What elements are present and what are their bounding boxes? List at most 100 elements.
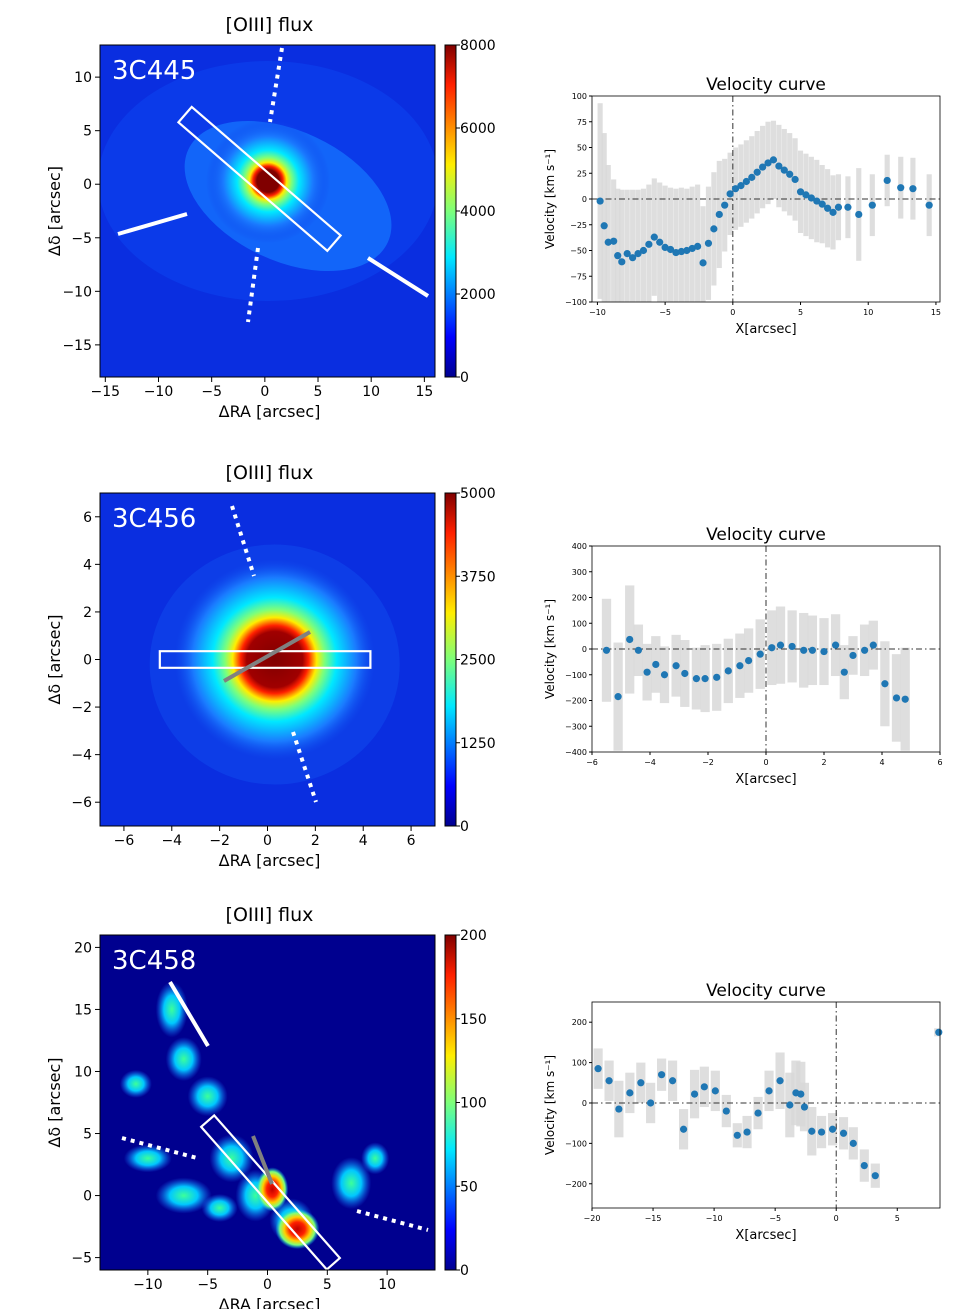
velocity-point	[736, 662, 744, 670]
velocity-frame	[591, 1001, 941, 1209]
map-title: [OIII] flux	[226, 14, 314, 36]
velocity-point	[776, 641, 785, 649]
x-tick-label: 15	[415, 384, 433, 400]
x-tick-label: −5	[769, 1214, 781, 1223]
velocity-title: Velocity curve	[706, 525, 826, 545]
velocity-y-label: Velocity [km s⁻¹]	[543, 1055, 557, 1155]
slit-outline	[199, 1113, 342, 1272]
velocity-point	[715, 210, 723, 219]
x-tick-label: 0	[763, 758, 768, 767]
map-frame	[99, 44, 436, 378]
velocity-point	[629, 254, 637, 262]
x-tick-label: −5	[197, 1277, 218, 1293]
error-band	[640, 188, 647, 302]
x-tick-label: 5	[895, 1214, 900, 1223]
velocity-point	[704, 239, 713, 247]
colorbar-tick-label: 8000	[460, 38, 496, 54]
velocity-point	[652, 660, 660, 669]
velocity-point	[679, 1125, 688, 1133]
x-tick-label: −10	[706, 1214, 723, 1223]
y-tick-label: −100	[565, 1139, 587, 1148]
x-tick-label: 0	[263, 833, 272, 849]
colorbar-tick-label: 150	[460, 1012, 487, 1028]
x-tick-label: 2	[821, 758, 826, 767]
error-band	[624, 189, 630, 302]
emission-knot	[119, 1069, 152, 1098]
x-tick-label: 0	[263, 1277, 272, 1293]
velocity-point	[694, 242, 702, 250]
y-tick-label: −100	[565, 298, 587, 307]
nucleus-emission	[206, 119, 331, 244]
velocity-point	[748, 173, 756, 181]
radio-axis-line	[117, 212, 188, 236]
kinematic-axis-line	[251, 1135, 274, 1185]
hotspot	[256, 1167, 289, 1212]
x-tick-label: −10	[133, 1277, 163, 1293]
y-tick-label: 10	[74, 70, 92, 86]
flux-map-3C456	[95, 492, 460, 831]
velocity-point	[829, 208, 837, 216]
y-tick-label: 0	[83, 177, 92, 193]
velocity-point	[901, 695, 909, 703]
radio-axis-line	[366, 256, 430, 298]
velocity-point	[681, 669, 689, 678]
velocity-point	[700, 1083, 708, 1091]
y-tick-label: −25	[570, 221, 587, 230]
velocity-point	[699, 259, 707, 267]
y-tick-label: 0	[582, 645, 587, 654]
y-tick-label: 20	[74, 940, 92, 956]
x-tick-label: −5	[201, 384, 222, 400]
y-tick-label: −100	[565, 671, 587, 680]
velocity-point	[765, 1087, 773, 1095]
velocity-point	[813, 197, 821, 205]
velocity-point	[656, 238, 664, 246]
velocity-point	[724, 667, 732, 675]
velocity-point	[672, 248, 680, 257]
velocity-point	[802, 191, 810, 199]
velocity-point	[849, 1139, 857, 1147]
velocity-point	[643, 668, 651, 676]
colorbar-tick-label: 0	[460, 1263, 469, 1279]
velocity-x-label: X[arcsec]	[735, 772, 796, 787]
velocity-point	[731, 185, 740, 193]
y-tick-label: −4	[71, 748, 92, 764]
radio-axis-line	[168, 980, 210, 1048]
y-tick-label: −2	[71, 700, 92, 716]
colorbar	[444, 934, 457, 1271]
map-x-label: ΔRA [arcsec]	[219, 851, 321, 870]
velocity-point	[786, 1101, 794, 1109]
velocity-point	[817, 1128, 826, 1136]
velocity-point	[602, 646, 611, 654]
colorbar-tick-label: 200	[460, 928, 487, 944]
velocity-x-label: X[arcsec]	[735, 322, 796, 337]
y-tick-label: 5	[83, 1127, 92, 1143]
velocity-point	[645, 240, 653, 248]
y-tick-label: 5	[83, 124, 92, 140]
error-band	[635, 189, 641, 302]
y-tick-label: 400	[572, 542, 587, 551]
velocity-point	[690, 1090, 699, 1098]
error-band	[673, 188, 679, 302]
error-band	[678, 187, 684, 302]
x-tick-label: −10	[589, 308, 606, 317]
y-tick-label: −5	[71, 231, 92, 247]
velocity-point	[840, 668, 848, 676]
emission-knot	[187, 1076, 228, 1117]
y-tick-label: −75	[570, 272, 587, 281]
y-tick-label: 300	[572, 568, 587, 577]
x-tick-label: 15	[931, 308, 941, 317]
velocity-point	[701, 675, 709, 683]
velocity-point	[820, 647, 828, 656]
velocity-point	[861, 646, 869, 654]
map-y-label: Δδ [arcsec]	[45, 166, 64, 256]
colorbar-tick-label: 2500	[460, 653, 496, 669]
slit-outline	[158, 650, 372, 669]
velocity-point	[883, 176, 891, 185]
velocity-point	[661, 243, 669, 252]
x-tick-label: −6	[114, 833, 135, 849]
map-y-label: Δδ [arcsec]	[45, 1057, 64, 1147]
error-band	[630, 189, 636, 302]
source-name: 3C456	[112, 504, 196, 534]
x-tick-label: −6	[586, 758, 598, 767]
map-x-label: ΔRA [arcsec]	[219, 1295, 321, 1309]
